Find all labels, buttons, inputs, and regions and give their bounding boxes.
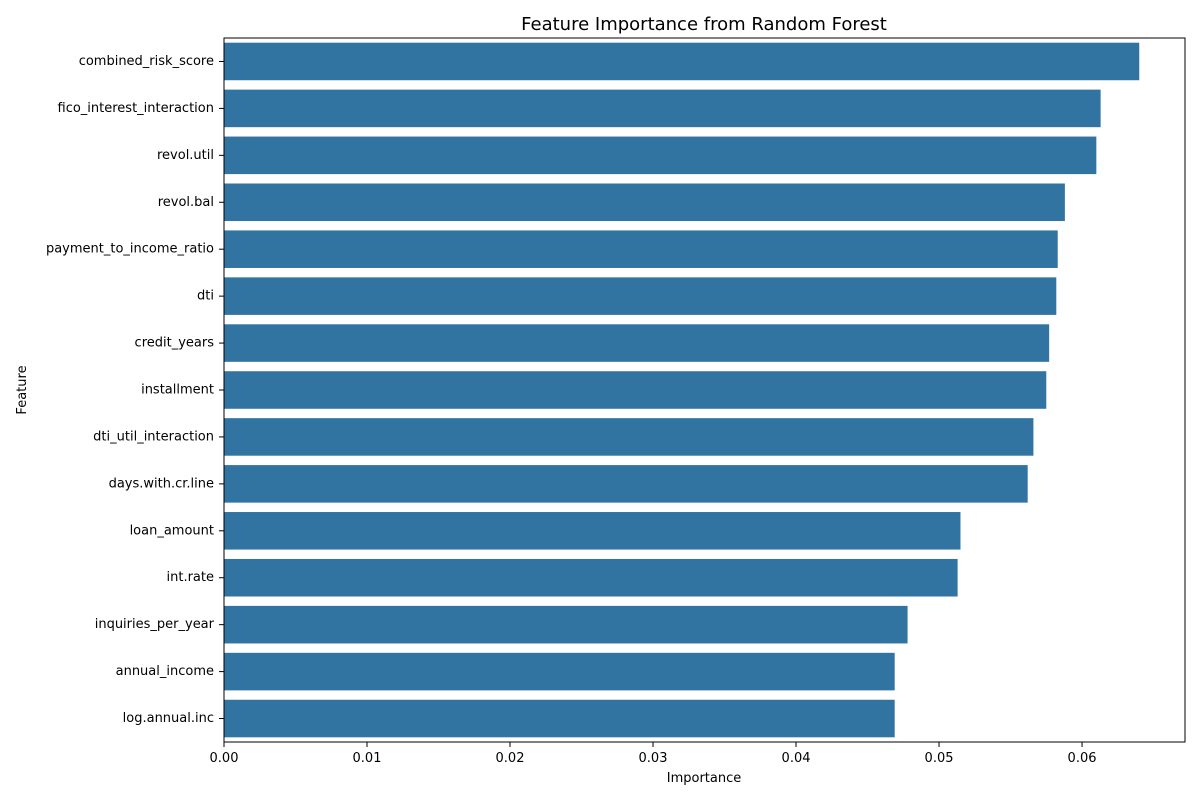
y-tick-label: installment — [141, 383, 214, 398]
bar-revol-util — [224, 136, 1097, 175]
ticks-layer: combined_risk_score fico_interest_interac… — [46, 54, 1097, 766]
y-tick-label: log.annual.inc — [123, 711, 214, 726]
bar-days-with-cr-line — [224, 465, 1028, 503]
y-tick-label: revol.bal — [158, 195, 214, 210]
y-tick-label: int.rate — [167, 570, 215, 585]
y-axis-label: Feature — [15, 365, 30, 414]
bar-annual-income — [224, 652, 895, 691]
y-tick-label: dti_util_interaction — [93, 429, 214, 444]
y-tick-label: fico_interest_interaction — [58, 101, 214, 116]
bar-credit-years — [224, 324, 1050, 362]
bar-revol-bal — [224, 183, 1065, 222]
y-tick-label: combined_risk_score — [79, 54, 214, 69]
bar-installment — [224, 371, 1047, 409]
bar-loan-amount — [224, 512, 961, 550]
y-tick-label: dti — [197, 289, 214, 304]
x-axis-label: Importance — [667, 771, 742, 786]
bar-inquiries-per-year — [224, 605, 908, 644]
y-tick-label: payment_to_income_ratio — [46, 242, 214, 257]
bar-payment-to-income-ratio — [224, 230, 1058, 268]
bar-dti — [224, 277, 1057, 315]
x-tick-label: 0.02 — [496, 751, 525, 766]
x-tick-label: 0.05 — [925, 751, 954, 766]
bar-int-rate — [224, 558, 958, 597]
bar-combined-risk-score — [224, 42, 1140, 81]
y-tick-label: credit_years — [135, 336, 215, 351]
y-tick-label: days.with.cr.line — [109, 476, 214, 491]
x-tick-label: 0.03 — [639, 751, 668, 766]
bar-fico-interest-interaction — [224, 89, 1101, 128]
x-tick-label: 0.06 — [1068, 751, 1097, 766]
x-tick-label: 0.00 — [210, 751, 239, 766]
x-tick-label: 0.04 — [782, 751, 811, 766]
y-tick-label: loan_amount — [130, 523, 214, 538]
chart-title: Feature Importance from Random Forest — [521, 14, 887, 35]
bar-log-annual-inc — [224, 699, 895, 738]
bar-dti-util-interaction — [224, 418, 1034, 456]
x-tick-label: 0.01 — [353, 751, 382, 766]
y-tick-label: annual_income — [116, 664, 214, 679]
y-tick-label: revol.util — [157, 148, 214, 163]
y-tick-label: inquiries_per_year — [95, 617, 215, 632]
bars-layer — [224, 42, 1140, 738]
